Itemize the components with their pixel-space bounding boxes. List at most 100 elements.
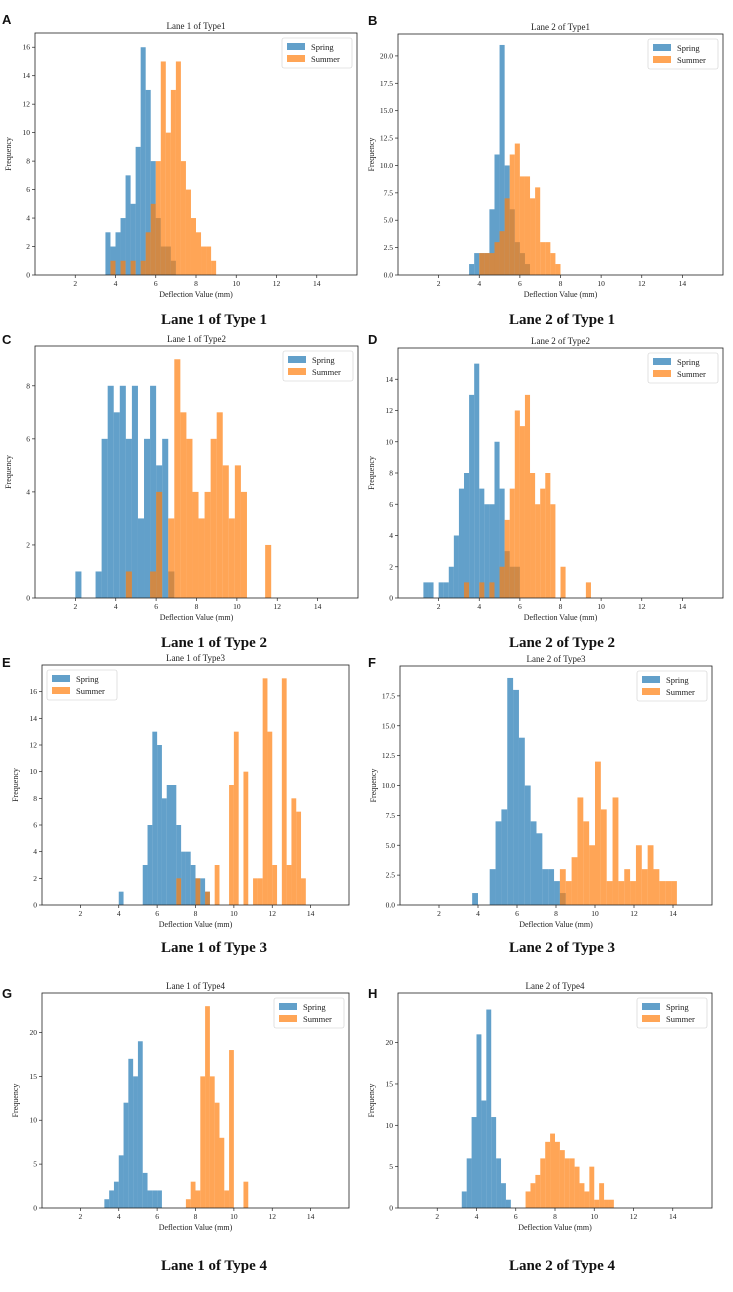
legend-swatch-spring bbox=[642, 1003, 660, 1010]
legend-label-spring: Spring bbox=[311, 42, 334, 52]
bar-spring bbox=[469, 264, 475, 275]
y-tick-label: 2 bbox=[33, 874, 37, 883]
y-tick-label: 10 bbox=[386, 437, 394, 446]
bar-spring bbox=[131, 385, 138, 598]
panel-caption: Lane 1 of Type 3 bbox=[161, 940, 267, 956]
y-tick-label: 6 bbox=[389, 500, 393, 509]
bar-spring bbox=[423, 582, 429, 598]
bar-summer bbox=[150, 203, 156, 275]
legend: Spring Summer bbox=[636, 670, 708, 702]
bar-spring bbox=[162, 438, 169, 598]
y-tick-label: 2 bbox=[389, 562, 393, 571]
x-tick-label: 4 bbox=[477, 279, 481, 288]
bar-summer bbox=[257, 878, 263, 905]
x-tick-label: 6 bbox=[518, 279, 522, 288]
bar-summer bbox=[160, 61, 166, 276]
bar-spring bbox=[137, 1041, 143, 1208]
bar-summer bbox=[606, 881, 613, 905]
bar-spring bbox=[469, 394, 475, 598]
bar-summer bbox=[186, 438, 193, 598]
bar-spring bbox=[123, 1102, 129, 1208]
bar-summer bbox=[519, 426, 525, 598]
bar-summer bbox=[565, 881, 572, 905]
bar-summer bbox=[665, 881, 672, 905]
bar-spring bbox=[501, 1183, 506, 1208]
x-tick-label: 2 bbox=[73, 279, 77, 288]
bar-summer bbox=[524, 176, 531, 275]
bar-summer bbox=[504, 198, 510, 275]
bar-summer bbox=[479, 253, 485, 275]
legend-label-spring: Spring bbox=[677, 43, 700, 53]
bar-summer bbox=[180, 161, 186, 275]
bar-summer bbox=[540, 1158, 546, 1208]
x-tick-label: 14 bbox=[307, 909, 315, 918]
bar-spring bbox=[181, 851, 186, 905]
bar-summer bbox=[479, 582, 485, 598]
bar-summer bbox=[624, 869, 631, 905]
x-tick-label: 14 bbox=[669, 909, 677, 918]
bar-summer bbox=[584, 1191, 590, 1208]
bar-spring bbox=[152, 731, 158, 905]
bar-summer bbox=[514, 410, 520, 598]
bar-spring bbox=[466, 1158, 472, 1208]
bar-summer bbox=[110, 260, 116, 275]
x-tick-label: 12 bbox=[630, 1212, 638, 1221]
panel-letter: F bbox=[368, 655, 376, 670]
bar-spring bbox=[113, 412, 120, 598]
legend-label-summer: Summer bbox=[303, 1014, 332, 1024]
bar-summer bbox=[583, 821, 590, 905]
bar-spring bbox=[507, 677, 514, 905]
bar-summer bbox=[165, 132, 171, 275]
bar-summer bbox=[489, 253, 495, 275]
bar-summer bbox=[519, 176, 525, 275]
x-tick-label: 14 bbox=[314, 602, 322, 611]
bar-summer bbox=[589, 1166, 595, 1208]
bar-spring bbox=[554, 881, 560, 905]
bar-spring bbox=[135, 146, 141, 275]
bar-summer bbox=[145, 232, 151, 275]
y-tick-label: 16 bbox=[30, 687, 38, 696]
y-tick-label: 8 bbox=[33, 794, 37, 803]
bar-summer bbox=[286, 865, 292, 905]
legend-label-spring: Spring bbox=[312, 355, 335, 365]
x-tick-label: 2 bbox=[435, 1212, 439, 1221]
y-tick-label: 10.0 bbox=[382, 781, 395, 790]
bar-summer bbox=[589, 845, 595, 905]
x-tick-label: 14 bbox=[307, 1212, 315, 1221]
chart-title: Lane 1 of Type3 bbox=[166, 653, 225, 663]
y-axis-label: Frequency bbox=[367, 138, 376, 172]
bar-summer bbox=[550, 504, 556, 598]
bar-spring bbox=[190, 865, 196, 905]
x-axis-label: Deflection Value (mm) bbox=[524, 613, 598, 622]
x-tick-label: 4 bbox=[475, 1212, 479, 1221]
bar-summer bbox=[659, 881, 666, 905]
bar-spring bbox=[481, 1100, 487, 1208]
x-axis-label: Deflection Value (mm) bbox=[159, 920, 233, 929]
x-tick-label: 14 bbox=[679, 602, 687, 611]
y-tick-label: 6 bbox=[33, 821, 37, 830]
bar-summer bbox=[559, 869, 566, 905]
bar-summer bbox=[509, 154, 515, 275]
bar-spring bbox=[147, 825, 153, 905]
bar-spring bbox=[109, 1190, 114, 1208]
panel-caption: Lane 2 of Type 1 bbox=[509, 312, 615, 328]
x-axis-label: Deflection Value (mm) bbox=[159, 290, 233, 299]
bar-summer bbox=[514, 143, 520, 275]
bar-summer bbox=[176, 878, 182, 905]
chart-panel-g: G Lane 1 of Type4 2 4 6 8 10 12 14 0 5 10 15 20 Deflec… bbox=[2, 981, 350, 1274]
bar-spring bbox=[476, 1034, 482, 1208]
x-tick-label: 14 bbox=[679, 279, 687, 288]
bar-spring bbox=[166, 785, 172, 905]
bar-spring bbox=[120, 218, 126, 275]
x-tick-label: 8 bbox=[194, 909, 198, 918]
bar-spring bbox=[499, 488, 505, 598]
legend-label-summer: Summer bbox=[76, 686, 105, 696]
bar-summer bbox=[205, 1006, 210, 1208]
bar-spring bbox=[113, 1181, 119, 1208]
legend-label-spring: Spring bbox=[76, 674, 99, 684]
y-axis-label: Frequency bbox=[11, 768, 20, 802]
legend-swatch-spring bbox=[279, 1003, 297, 1010]
bar-spring bbox=[496, 1158, 502, 1208]
bar-spring bbox=[144, 438, 151, 598]
chart-panel-e: E Lane 1 of Type3 2 4 6 8 10 12 14 0 2 4 6 8 10 12 14 16 D… bbox=[2, 653, 350, 956]
